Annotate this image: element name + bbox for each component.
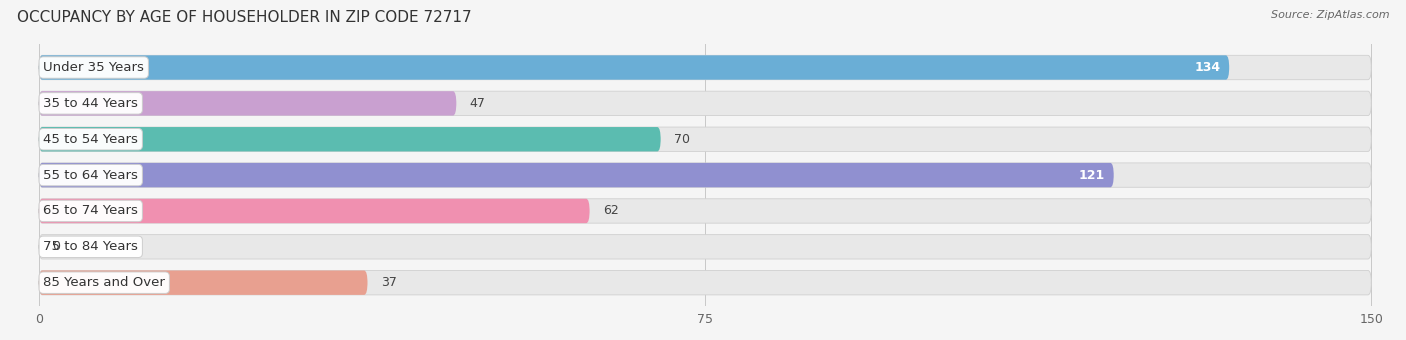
FancyBboxPatch shape	[39, 271, 367, 295]
Text: 45 to 54 Years: 45 to 54 Years	[44, 133, 138, 146]
FancyBboxPatch shape	[39, 91, 457, 116]
Text: 35 to 44 Years: 35 to 44 Years	[44, 97, 138, 110]
Text: 75 to 84 Years: 75 to 84 Years	[44, 240, 138, 253]
Text: 85 Years and Over: 85 Years and Over	[44, 276, 165, 289]
Text: 62: 62	[603, 204, 619, 218]
Text: 65 to 74 Years: 65 to 74 Years	[44, 204, 138, 218]
FancyBboxPatch shape	[39, 235, 1371, 259]
Text: 55 to 64 Years: 55 to 64 Years	[44, 169, 138, 182]
FancyBboxPatch shape	[39, 199, 1371, 223]
Text: Source: ZipAtlas.com: Source: ZipAtlas.com	[1271, 10, 1389, 20]
Text: 121: 121	[1078, 169, 1105, 182]
FancyBboxPatch shape	[39, 271, 1371, 295]
FancyBboxPatch shape	[39, 55, 1229, 80]
FancyBboxPatch shape	[39, 163, 1114, 187]
FancyBboxPatch shape	[39, 91, 1371, 116]
FancyBboxPatch shape	[39, 55, 1371, 80]
Text: 134: 134	[1194, 61, 1220, 74]
FancyBboxPatch shape	[39, 199, 589, 223]
Text: Under 35 Years: Under 35 Years	[44, 61, 145, 74]
Text: OCCUPANCY BY AGE OF HOUSEHOLDER IN ZIP CODE 72717: OCCUPANCY BY AGE OF HOUSEHOLDER IN ZIP C…	[17, 10, 471, 25]
FancyBboxPatch shape	[39, 163, 1371, 187]
Text: 37: 37	[381, 276, 396, 289]
FancyBboxPatch shape	[39, 127, 661, 151]
Text: 47: 47	[470, 97, 485, 110]
Text: 0: 0	[52, 240, 60, 253]
FancyBboxPatch shape	[39, 127, 1371, 151]
Text: 70: 70	[673, 133, 690, 146]
